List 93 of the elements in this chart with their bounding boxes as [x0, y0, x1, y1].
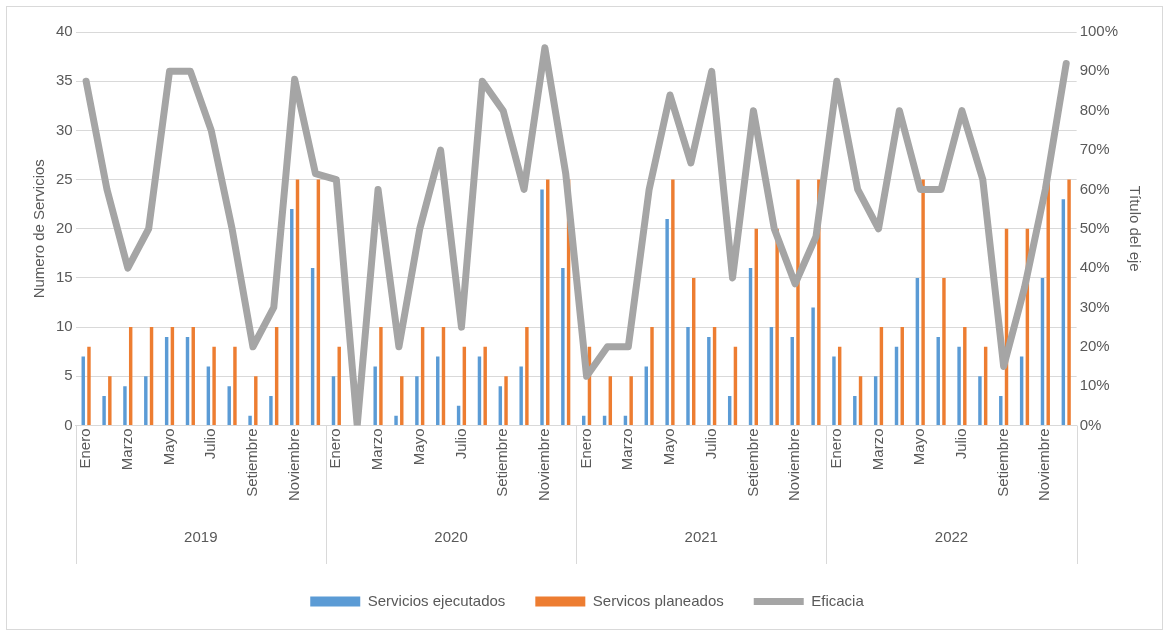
bar	[394, 415, 398, 425]
x-tick-label: Mayo	[409, 428, 427, 466]
x-tick-label: Marzo	[117, 428, 135, 471]
bar	[999, 395, 1003, 425]
y2-tick-label: 20%	[1079, 336, 1110, 354]
bar	[123, 386, 127, 425]
bar	[832, 356, 836, 425]
x-tick-label: Julio	[451, 428, 469, 460]
bar	[337, 346, 341, 425]
bar	[233, 346, 237, 425]
bar	[650, 327, 654, 425]
x-tick-label: Noviembre	[1035, 428, 1053, 502]
bar	[671, 179, 675, 425]
bar	[707, 336, 711, 425]
bar	[212, 346, 216, 425]
x-tick-label: Julio	[701, 428, 719, 460]
bar	[853, 395, 857, 425]
y-tick-label: 35	[56, 71, 73, 89]
bar	[665, 218, 669, 425]
x-tick-label: Setiembre	[493, 428, 511, 497]
y-tick-label: 15	[56, 268, 73, 286]
x-tick-label: Noviembre	[284, 428, 302, 502]
bar	[227, 386, 231, 425]
x-tick-label: Julio	[952, 428, 970, 460]
bar	[796, 179, 800, 425]
x-tick-label: Setiembre	[993, 428, 1011, 497]
bar	[519, 366, 523, 425]
y2-tick-label: 60%	[1079, 179, 1110, 197]
bar	[686, 327, 690, 425]
bar	[921, 179, 925, 425]
bar	[144, 376, 148, 425]
bar	[87, 346, 91, 425]
text: 2022	[934, 528, 969, 546]
bar	[102, 395, 106, 425]
x-tick-label: Mayo	[910, 428, 928, 466]
legend-label: Servicios ejecutados	[367, 591, 506, 609]
text: 2019	[184, 528, 218, 546]
y-axis-title: Numero de Servicios	[30, 159, 48, 299]
x-tick-label: Marzo	[368, 428, 386, 471]
legend-label: Servicos planeados	[592, 591, 724, 609]
bar	[379, 327, 383, 425]
y-tick-label: 40	[56, 22, 73, 40]
text: 2021	[684, 528, 718, 546]
x-tick-label: Enero	[826, 428, 844, 469]
y2-tick-label: 0%	[1079, 415, 1102, 433]
x-tick-label: Mayo	[660, 428, 678, 466]
bar	[269, 395, 273, 425]
bar	[811, 307, 815, 425]
x-tick-label: Setiembre	[743, 428, 761, 497]
bar	[1067, 179, 1071, 425]
x-tick-label: Marzo	[868, 428, 886, 471]
bar	[373, 366, 377, 425]
y-tick-label: 20	[56, 218, 73, 236]
bar	[254, 376, 258, 425]
x-tick-label: Noviembre	[535, 428, 553, 502]
y-tick-label: 25	[56, 169, 73, 187]
y-tick-label: 30	[56, 120, 73, 138]
bar	[942, 277, 946, 425]
y-tick-label: 0	[64, 415, 73, 433]
x-tick-label: Julio	[201, 428, 219, 460]
bar	[629, 376, 633, 425]
x-tick-label: Noviembre	[785, 428, 803, 502]
y2-tick-label: 90%	[1079, 61, 1110, 79]
x-tick-label: Mayo	[159, 428, 177, 466]
bar	[415, 376, 419, 425]
bar	[963, 327, 967, 425]
text: 2020	[434, 528, 468, 546]
bar	[504, 376, 508, 425]
y2-tick-label: 40%	[1079, 258, 1110, 276]
y-tick-label: 5	[64, 366, 73, 384]
bar	[775, 228, 779, 425]
y2-tick-label: 30%	[1079, 297, 1110, 315]
bar	[525, 327, 529, 425]
bar	[957, 346, 961, 425]
bar	[248, 415, 252, 425]
y2-axis-title: Título del eje	[1126, 185, 1144, 272]
y2-tick-label: 100%	[1079, 22, 1119, 40]
x-tick-label: Setiembre	[243, 428, 261, 497]
bar	[108, 376, 112, 425]
x-tick-label: Enero	[576, 428, 594, 469]
x-tick-label: Enero	[76, 428, 94, 469]
bar	[978, 376, 982, 425]
y2-tick-label: 80%	[1079, 100, 1110, 118]
legend-label: Eficacia	[811, 591, 865, 609]
y2-tick-label: 50%	[1079, 218, 1110, 236]
y-tick-label: 10	[56, 317, 73, 335]
bar	[483, 346, 487, 425]
x-tick-label: Enero	[326, 428, 344, 469]
bar	[540, 189, 544, 425]
y2-tick-label: 10%	[1079, 376, 1110, 394]
y2-tick-label: 70%	[1079, 140, 1110, 158]
bar	[561, 268, 565, 425]
x-tick-label: Marzo	[618, 428, 636, 471]
